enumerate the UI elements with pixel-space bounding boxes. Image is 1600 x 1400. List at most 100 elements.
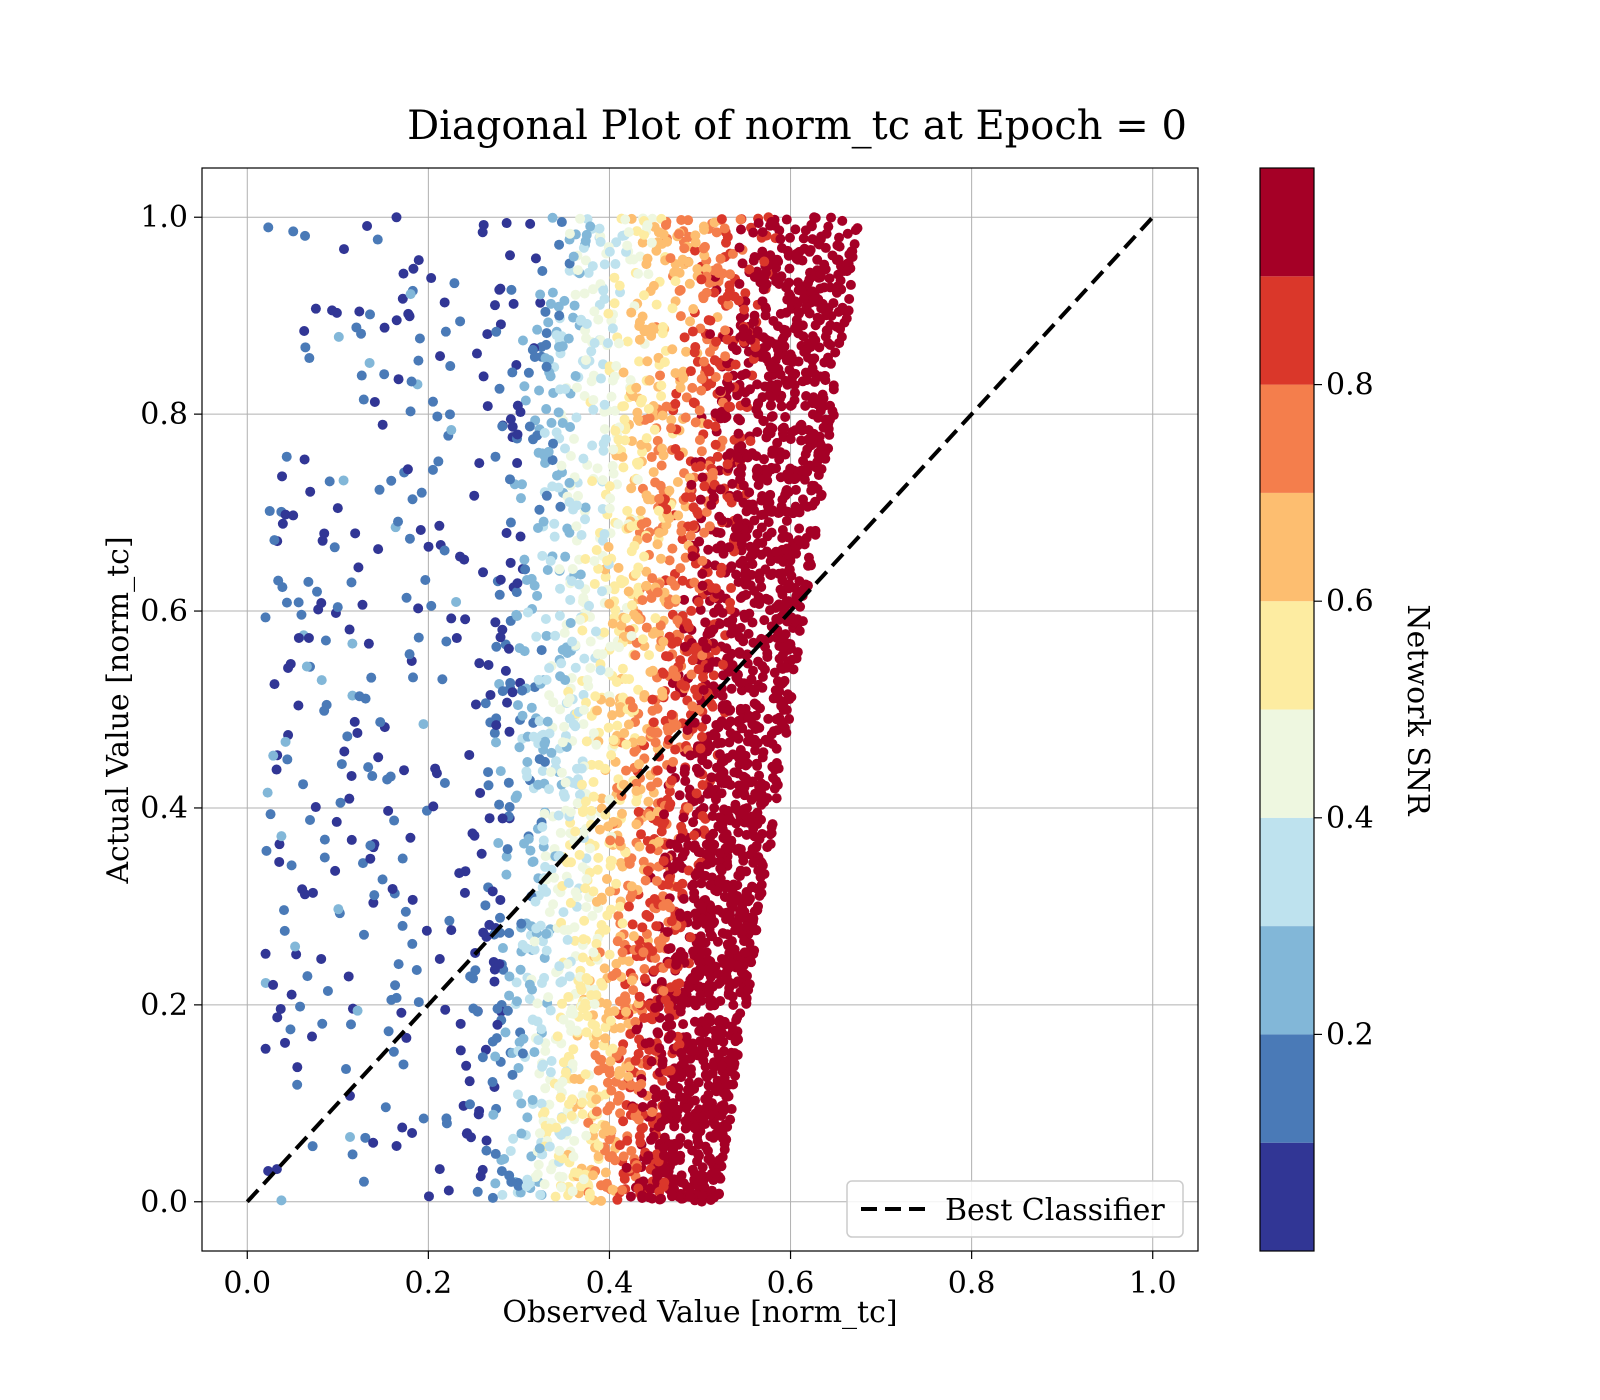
- scatter-point: [277, 518, 288, 529]
- scatter-point: [617, 401, 628, 412]
- scatter-point: [698, 243, 709, 254]
- scatter-point: [644, 650, 655, 661]
- scatter-point: [472, 1006, 483, 1017]
- scatter-point: [543, 992, 554, 1003]
- scatter-point: [752, 326, 763, 337]
- scatter-point: [322, 985, 333, 996]
- scatter-point: [535, 1189, 546, 1200]
- scatter-point: [729, 1051, 740, 1062]
- scatter-point: [590, 691, 601, 702]
- scatter-point: [466, 1132, 477, 1143]
- scatter-point: [553, 407, 564, 418]
- scatter-point: [725, 597, 736, 608]
- scatter-point: [633, 562, 644, 573]
- scatter-point: [343, 971, 354, 982]
- scatter-point: [717, 659, 728, 670]
- scatter-point: [646, 452, 657, 463]
- scatter-point: [781, 515, 792, 526]
- scatter-point: [576, 530, 587, 541]
- scatter-point: [397, 293, 408, 304]
- colorbar-ticks: 0.20.40.60.8: [1314, 368, 1374, 1052]
- scatter-point: [680, 775, 691, 786]
- scatter-point: [332, 602, 343, 613]
- scatter-point: [525, 845, 536, 856]
- scatter-point: [497, 943, 508, 954]
- scatter-point: [534, 754, 545, 765]
- scatter-point: [515, 964, 526, 975]
- scatter-point: [611, 958, 622, 969]
- scatter-point: [633, 614, 644, 625]
- scatter-point: [824, 273, 835, 284]
- scatter-point: [271, 764, 282, 775]
- scatter-point: [732, 1012, 743, 1023]
- scatter-point: [781, 662, 792, 673]
- scatter-point: [357, 858, 368, 869]
- scatter-point: [513, 1180, 524, 1191]
- scatter-point: [281, 597, 292, 608]
- scatter-point: [814, 431, 825, 442]
- scatter-point: [276, 1195, 287, 1206]
- scatter-point: [658, 1150, 669, 1161]
- scatter-point: [652, 539, 663, 550]
- scatter-point: [596, 793, 607, 804]
- scatter-point: [269, 679, 280, 690]
- scatter-point: [469, 490, 480, 501]
- scatter-point: [737, 258, 748, 269]
- scatter-point: [433, 456, 444, 467]
- scatter-point: [578, 704, 589, 715]
- scatter-point: [774, 686, 785, 697]
- scatter-point: [391, 212, 402, 223]
- scatter-point: [678, 1019, 689, 1030]
- scatter-point: [647, 946, 658, 957]
- scatter-point: [544, 1099, 555, 1110]
- scatter-point: [756, 879, 767, 890]
- scatter-point: [609, 272, 620, 283]
- scatter-point: [732, 768, 743, 779]
- scatter-point: [511, 790, 522, 801]
- scatter-point: [316, 597, 327, 608]
- scatter-point: [671, 594, 682, 605]
- scatter-point: [449, 278, 460, 289]
- scatter-point: [660, 1164, 671, 1175]
- scatter-point: [532, 324, 543, 335]
- scatter-point: [752, 427, 763, 438]
- scatter-point: [641, 622, 652, 633]
- scatter-point: [696, 274, 707, 285]
- scatter-point: [633, 806, 644, 817]
- scatter-point: [588, 791, 599, 802]
- scatter-point: [580, 1069, 591, 1080]
- scatter-point: [684, 982, 695, 993]
- scatter-point: [477, 1052, 488, 1063]
- scatter-point: [324, 476, 335, 487]
- scatter-point: [771, 384, 782, 395]
- scatter-point: [529, 936, 540, 947]
- scatter-point: [544, 690, 555, 701]
- scatter-point: [766, 392, 777, 403]
- scatter-point: [621, 613, 632, 624]
- scatter-point: [643, 269, 654, 280]
- scatter-point: [560, 551, 571, 562]
- scatter-point: [464, 1076, 475, 1087]
- scatter-point: [780, 629, 791, 640]
- scatter-point: [601, 874, 612, 885]
- scatter-point: [614, 1140, 625, 1151]
- scatter-point: [750, 341, 761, 352]
- scatter-point: [757, 296, 768, 307]
- scatter-point: [358, 1176, 369, 1187]
- scatter-point: [616, 578, 627, 589]
- scatter-point: [603, 541, 614, 552]
- scatter-point: [835, 275, 846, 286]
- legend-label: Best Classifier: [945, 1193, 1165, 1228]
- scatter-point: [274, 856, 285, 867]
- scatter-point: [591, 739, 602, 750]
- scatter-point: [386, 475, 397, 486]
- scatter-point: [478, 219, 489, 230]
- scatter-point: [624, 1061, 635, 1072]
- scatter-point: [735, 224, 746, 235]
- scatter-point: [608, 734, 619, 745]
- scatter-point: [554, 961, 565, 972]
- scatter-point: [661, 504, 672, 515]
- scatter-point: [832, 240, 843, 251]
- scatter-point: [696, 446, 707, 457]
